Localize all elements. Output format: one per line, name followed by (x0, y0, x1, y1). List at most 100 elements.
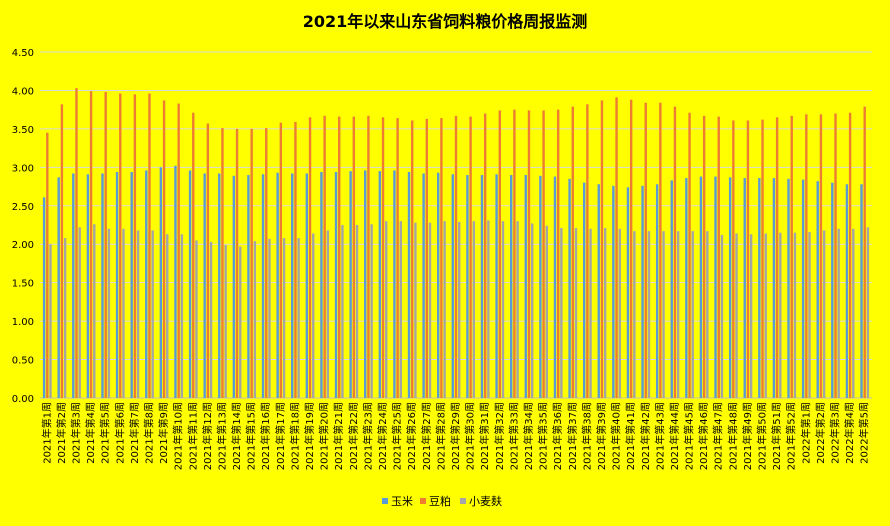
bar-corn (480, 175, 484, 398)
y-tick-label: 3.00 (12, 163, 34, 174)
x-tick-label: 2021年第1周 (40, 402, 53, 464)
bar-soymeal (673, 106, 677, 398)
bar-bran (837, 228, 840, 398)
bar-soymeal (586, 104, 589, 398)
bar-soymeal (425, 118, 429, 398)
bar-corn (101, 173, 104, 398)
x-tick-label: 2021年第17周 (274, 402, 287, 470)
bar-corn (714, 176, 717, 398)
bar-corn (145, 170, 148, 398)
bar-soymeal (848, 112, 852, 399)
x-tick-label: 2022年第3周 (829, 402, 842, 464)
bar-bran (560, 228, 563, 398)
legend: 玉米 豆粕 小麦麸 (382, 494, 502, 508)
x-tick-label: 2021年第22周 (347, 402, 360, 470)
bar-corn (801, 179, 805, 398)
bar-soymeal (629, 99, 633, 398)
bar-bran (282, 238, 286, 398)
bar-corn (553, 176, 557, 398)
bar-bran (297, 238, 300, 398)
x-tick-label: 2021年第16周 (259, 402, 272, 470)
bar-bran (63, 238, 67, 398)
x-tick-label: 2021年第8周 (142, 402, 155, 464)
bar-soymeal (192, 112, 195, 399)
x-tick-label: 2021年第45周 (683, 402, 696, 470)
bar-bran (574, 228, 578, 398)
x-tick-label: 2021年第33周 (507, 402, 520, 470)
bar-corn (364, 170, 367, 398)
bar-corn (203, 173, 206, 398)
y-tick-label: 1.00 (12, 317, 34, 328)
bar-bran (545, 225, 548, 398)
bar-soymeal (483, 113, 487, 398)
bar-corn (378, 171, 382, 398)
bar-corn (612, 185, 615, 398)
x-tick-label: 2021年第18周 (288, 402, 301, 470)
bar-soymeal (352, 116, 356, 398)
x-tick-label: 2021年第20周 (318, 402, 331, 470)
bar-bran (136, 230, 140, 398)
bar-corn (247, 175, 250, 398)
bar-soymeal (542, 110, 545, 399)
bar-corn (641, 185, 644, 398)
bar-soymeal (206, 123, 210, 399)
bar-corn (495, 174, 498, 398)
bar-bran (633, 231, 636, 398)
bar-soymeal (819, 114, 823, 398)
bar-soymeal (717, 116, 720, 398)
y-tick-label: 1.50 (12, 279, 34, 290)
y-tick-label: 2.00 (12, 240, 34, 251)
bar-soymeal (644, 102, 647, 398)
bar-soymeal (732, 120, 735, 398)
bar-bran (122, 228, 125, 398)
bar-soymeal (688, 112, 691, 399)
bar-bran (516, 221, 519, 398)
bar-bran (312, 233, 315, 398)
bar-bran (662, 231, 665, 398)
bar-corn (860, 184, 863, 398)
bar-bran (428, 222, 432, 398)
bar-bran (195, 240, 198, 398)
legend-label-corn: 玉米 (391, 495, 413, 508)
bar-bran (822, 230, 826, 398)
bar-bran (866, 227, 870, 398)
bar-soymeal (104, 91, 107, 398)
bar-soymeal (513, 109, 516, 399)
y-tick-label: 4.50 (12, 48, 34, 59)
x-tick-label: 2021年第30周 (464, 402, 477, 470)
x-axis: 2021年第1周 2021年第2周 2021年第3周 2021年第4周 2021年第5周… (40, 402, 870, 470)
bar-corn (451, 174, 454, 398)
bar-bran (107, 228, 111, 398)
y-tick-label: 0.00 (12, 394, 34, 405)
x-tick-label: 2021年第14周 (230, 402, 243, 470)
bar-bran (530, 223, 534, 398)
bar-corn (758, 178, 761, 398)
bar-bran (355, 225, 359, 398)
bar-soymeal (279, 122, 283, 398)
x-tick-label: 2021年第27周 (420, 402, 433, 470)
bar-bran (472, 221, 475, 398)
bar-bran (166, 234, 169, 398)
bar-bran (399, 221, 403, 398)
y-tick-label: 4.00 (12, 86, 34, 97)
bar-bran (735, 233, 738, 398)
bar-bran (209, 241, 213, 398)
bar-bran (341, 225, 344, 398)
bar-soymeal (615, 97, 618, 398)
x-tick-label: 2021年第24周 (376, 402, 389, 470)
bar-bran (618, 228, 621, 398)
x-tick-label: 2021年第51周 (770, 402, 783, 470)
x-tick-label: 2021年第4周 (84, 402, 97, 464)
bar-corn (291, 173, 294, 398)
bar-bran (326, 230, 330, 398)
bar-bran (589, 228, 592, 398)
x-tick-label: 2021年第6周 (113, 402, 126, 464)
x-tick-label: 2021年第26周 (405, 402, 418, 470)
bar-bran (852, 228, 855, 398)
x-tick-label: 2021年第29周 (449, 402, 462, 470)
bars (42, 88, 870, 399)
bar-corn (115, 171, 119, 398)
legend-label-bran: 小麦麸 (469, 495, 502, 508)
bar-corn (670, 180, 673, 398)
bar-bran (706, 231, 709, 398)
